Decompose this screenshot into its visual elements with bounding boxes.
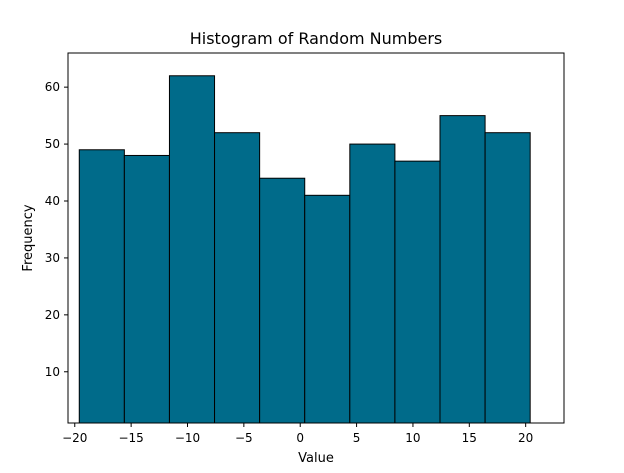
y-tick-label: 50 bbox=[45, 137, 60, 151]
x-tick-label: 0 bbox=[296, 431, 304, 445]
y-tick-label: 10 bbox=[45, 365, 60, 379]
histogram-bar-7 bbox=[349, 143, 396, 424]
x-axis-label: Value bbox=[298, 451, 334, 466]
histogram-bars bbox=[78, 75, 531, 424]
x-tick-label: 10 bbox=[405, 431, 420, 445]
chart-title: Histogram of Random Numbers bbox=[190, 29, 443, 48]
x-tick-label: −5 bbox=[235, 431, 253, 445]
x-tick-label: −10 bbox=[175, 431, 200, 445]
x-axis-ticks: −20 −15 −10 −5 0 5 10 15 20 bbox=[62, 423, 533, 445]
x-tick-label: −20 bbox=[62, 431, 87, 445]
y-tick-label: 20 bbox=[45, 308, 60, 322]
histogram-bar-3 bbox=[168, 75, 216, 424]
histogram-bar-4 bbox=[214, 132, 261, 424]
y-axis-ticks: 10 20 30 40 50 60 bbox=[45, 80, 68, 379]
y-tick-label: 60 bbox=[45, 80, 60, 94]
x-tick-label: −15 bbox=[118, 431, 143, 445]
histogram-bar-6 bbox=[304, 194, 351, 424]
histogram-bar-5 bbox=[259, 177, 306, 424]
y-axis-label: Frequency bbox=[21, 204, 36, 271]
histogram-bar-9 bbox=[439, 115, 486, 424]
histogram-bar-1 bbox=[78, 149, 125, 424]
histogram-bar-10 bbox=[484, 132, 531, 424]
x-tick-label: 15 bbox=[462, 431, 477, 445]
x-tick-label: 20 bbox=[518, 431, 533, 445]
x-tick-label: 5 bbox=[353, 431, 361, 445]
histogram-bar-2 bbox=[123, 154, 170, 424]
y-tick-label: 30 bbox=[45, 251, 60, 265]
histogram-bar-8 bbox=[394, 160, 441, 424]
y-tick-label: 40 bbox=[45, 194, 60, 208]
plot-frame bbox=[67, 52, 565, 424]
